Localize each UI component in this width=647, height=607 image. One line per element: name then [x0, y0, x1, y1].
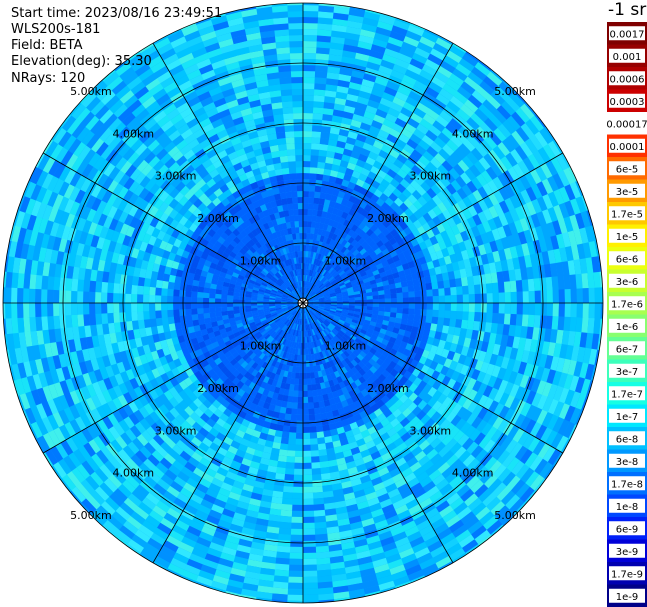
radial-line — [302, 302, 563, 454]
colorbar-label-bg — [609, 228, 645, 243]
ring-label: 2.00km — [197, 382, 239, 395]
ring-label: 3.00km — [155, 424, 197, 437]
ring-label: 3.00km — [410, 424, 452, 437]
colorbar-unit: -1 sr — [608, 0, 647, 20]
colorbar-label: 0.00017 — [607, 119, 647, 130]
colorbar-label: 3e-8 — [616, 457, 639, 468]
nrays-text: NRays: 120 — [11, 71, 86, 86]
colorbar-label-bg — [609, 341, 645, 356]
colorbar-label: 0.0017 — [610, 29, 645, 40]
colorbar-label-bg — [609, 498, 645, 513]
radial-line — [152, 302, 304, 563]
ring-label: 4.00km — [113, 467, 155, 480]
ring-label: 4.00km — [113, 127, 155, 140]
range-grid — [2, 2, 604, 604]
colorbar-label-bg — [609, 273, 645, 288]
colorbar-label-bg — [609, 296, 645, 311]
colorbar-label: 1e-7 — [616, 412, 639, 423]
range-ring-labels: 1.00km 1.00km 1.00km 1.00km 2.00km 2.00km 2.00… — [70, 85, 536, 522]
colorbar-label: 0.001 — [613, 52, 642, 63]
colorbar-label-bg — [609, 588, 645, 603]
colorbar-label: 1.7e-8 — [611, 479, 643, 490]
colorbar-label: 1e-5 — [616, 232, 639, 243]
colorbar-label-bg — [609, 93, 645, 108]
ring-label: 4.00km — [452, 467, 494, 480]
colorbar-label: 0.0003 — [610, 97, 645, 108]
colorbar-label-bg — [609, 386, 645, 401]
colorbar-label: 3e-9 — [616, 547, 639, 558]
instrument-text: WLS200s-181 — [11, 22, 101, 37]
colorbar-label: 1.7e-5 — [611, 209, 643, 220]
radial-line — [42, 152, 304, 304]
colorbar-label-bg — [609, 408, 645, 423]
ring-label: 2.00km — [197, 212, 239, 225]
colorbar-label: 6e-5 — [616, 164, 639, 175]
colorbar-label: 1.7e-6 — [611, 299, 643, 310]
ring-label: 5.00km — [494, 85, 536, 98]
colorbar-label: 1e-8 — [616, 502, 639, 513]
colorbar-label-bg — [609, 183, 645, 198]
ring-label: 2.00km — [367, 382, 409, 395]
colorbar-label-bg — [609, 431, 645, 446]
colorbar-label: 1.7e-9 — [611, 569, 643, 580]
radial-line — [42, 302, 304, 454]
colorbar-label-bg — [609, 566, 645, 581]
ring-label: 1.00km — [240, 339, 282, 352]
radial-line — [152, 42, 304, 304]
colorbar-label: 1.7e-7 — [611, 389, 643, 400]
reflectivity-field — [3, 3, 603, 603]
colorbar: 0.0017 0.001 0.0006 0.0003 0.00017 0.0001 6e-5… — [607, 22, 647, 607]
ring-label: 5.00km — [70, 509, 112, 522]
ring-label: 2.00km — [367, 212, 409, 225]
ring-label: 3.00km — [155, 170, 197, 183]
colorbar-label-bg — [609, 453, 645, 468]
colorbar-label: 0.0001 — [610, 142, 645, 153]
colorbar-label: 6e-7 — [616, 344, 639, 355]
colorbar-label: 1e-9 — [616, 592, 639, 603]
ring-label: 3.00km — [410, 170, 452, 183]
colorbar-label: 0.0006 — [610, 74, 645, 85]
colorbar-label-bg — [609, 48, 645, 63]
ring-label: 1.00km — [240, 255, 282, 268]
colorbar-label: 6e-6 — [616, 254, 639, 265]
colorbar-label-bg — [609, 71, 645, 86]
ring-label: 5.00km — [494, 509, 536, 522]
colorbar-label: 1e-6 — [616, 322, 639, 333]
colorbar-label: 3e-6 — [616, 277, 639, 288]
colorbar-label: 6e-8 — [616, 434, 639, 445]
radial-line — [302, 152, 563, 304]
elevation-text: Elevation(deg): 35.30 — [11, 54, 152, 69]
ring-label: 5.00km — [70, 85, 112, 98]
colorbar-label-bg — [609, 521, 645, 536]
colorbar-label-bg — [609, 26, 645, 41]
colorbar-label: 3e-5 — [616, 187, 639, 198]
ring-label: 4.00km — [452, 127, 494, 140]
ring-label: 1.00km — [325, 339, 367, 352]
colorbar-label-bg — [609, 251, 645, 266]
colorbar-label: 3e-7 — [616, 367, 639, 378]
radial-line — [302, 42, 454, 304]
center-icon — [297, 297, 309, 309]
start-time-text: Start time: 2023/08/16 23:49:51 — [11, 6, 223, 21]
colorbar-label-bg — [609, 161, 645, 176]
colorbar-label-bg — [609, 318, 645, 333]
colorbar-label-bg — [609, 206, 645, 221]
colorbar-label-bg — [609, 476, 645, 491]
colorbar-label-bg — [609, 363, 645, 378]
colorbar-label-bg — [609, 543, 645, 558]
ring-label: 1.00km — [325, 255, 367, 268]
colorbar-label-bg — [609, 116, 645, 131]
radial-line — [302, 302, 454, 563]
colorbar-label: 6e-9 — [616, 524, 639, 535]
field-text: Field: BETA — [11, 38, 83, 53]
colorbar-label-bg — [609, 138, 645, 153]
